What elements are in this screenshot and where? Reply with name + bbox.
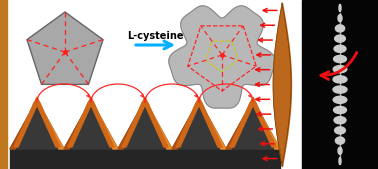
Polygon shape xyxy=(226,100,253,149)
Ellipse shape xyxy=(335,137,345,144)
Polygon shape xyxy=(68,97,114,147)
Polygon shape xyxy=(14,97,60,147)
Ellipse shape xyxy=(339,4,341,11)
Polygon shape xyxy=(172,100,199,149)
Polygon shape xyxy=(37,100,64,149)
Ellipse shape xyxy=(335,127,345,134)
Ellipse shape xyxy=(333,86,347,93)
Polygon shape xyxy=(10,100,280,149)
Bar xyxy=(10,149,280,169)
Polygon shape xyxy=(118,100,145,149)
Polygon shape xyxy=(169,6,275,108)
Ellipse shape xyxy=(335,25,345,32)
Polygon shape xyxy=(253,100,280,149)
Polygon shape xyxy=(64,100,91,149)
Ellipse shape xyxy=(334,45,346,52)
Ellipse shape xyxy=(338,147,342,154)
Polygon shape xyxy=(145,100,172,149)
Polygon shape xyxy=(176,97,222,147)
Bar xyxy=(0,0,7,169)
Ellipse shape xyxy=(333,96,347,103)
Ellipse shape xyxy=(334,117,346,124)
Text: L-cysteine: L-cysteine xyxy=(127,31,183,41)
Polygon shape xyxy=(199,100,226,149)
Ellipse shape xyxy=(333,76,347,83)
Ellipse shape xyxy=(338,15,342,22)
Polygon shape xyxy=(230,97,276,147)
Polygon shape xyxy=(91,100,118,149)
Ellipse shape xyxy=(339,158,341,165)
Ellipse shape xyxy=(335,35,345,42)
Polygon shape xyxy=(27,12,103,84)
Ellipse shape xyxy=(333,66,347,73)
Ellipse shape xyxy=(333,106,347,114)
Ellipse shape xyxy=(333,55,347,63)
Polygon shape xyxy=(122,97,168,147)
Bar xyxy=(302,0,378,169)
Polygon shape xyxy=(10,100,37,149)
